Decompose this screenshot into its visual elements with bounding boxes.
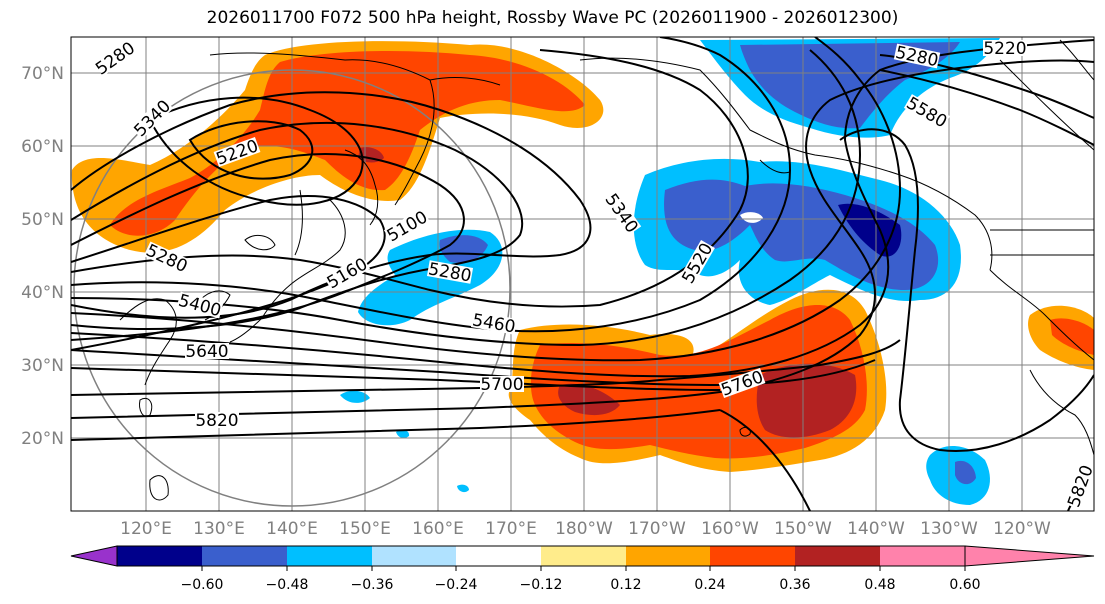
lon-label: 150°W <box>774 519 832 539</box>
lon-label: 140°W <box>847 519 905 539</box>
lon-label: 160°E <box>412 519 464 539</box>
colorbar-segment <box>117 546 202 566</box>
colorbar-tick: 0.36 <box>779 577 810 593</box>
colorbar-tick: 0.48 <box>864 577 895 593</box>
lon-label: 160°W <box>701 519 759 539</box>
contour-label: 5220 <box>983 39 1026 59</box>
colorbar-segment <box>372 546 456 566</box>
lon-label: 150°E <box>339 519 391 539</box>
colorbar-segment <box>541 546 626 566</box>
colorbar-segment <box>70 545 118 567</box>
colorbar-segment <box>202 546 287 566</box>
colorbar-segment <box>456 546 541 566</box>
colorbar-segment <box>710 546 795 566</box>
contour-label: 5640 <box>185 342 228 362</box>
colorbar-segment <box>795 546 880 566</box>
lat-label: 20°N <box>21 429 64 449</box>
contour-label: 5820 <box>195 411 238 431</box>
reference-circle <box>73 69 511 507</box>
colorbar-tick: 0.24 <box>694 577 725 593</box>
lon-label: 180°W <box>555 519 613 539</box>
lat-label: 70°N <box>21 64 64 84</box>
lon-label: 170°E <box>485 519 537 539</box>
contour-label: 5700 <box>480 375 523 395</box>
colorbar-tick: 0.60 <box>949 577 980 593</box>
lat-label: 60°N <box>21 137 64 157</box>
lon-label: 130°E <box>193 519 245 539</box>
longitude-labels: 120°E 130°E 140°E 150°E 160°E 170°E 180°… <box>120 519 1051 539</box>
colorbar: −0.60 −0.48 −0.36 −0.24 −0.12 0.12 0.24 … <box>70 545 1095 593</box>
height-contours <box>71 37 1094 511</box>
lon-label: 140°E <box>266 519 318 539</box>
colorbar-segment <box>626 546 710 566</box>
colorbar-segment <box>287 546 372 566</box>
colorbar-tick: −0.12 <box>520 577 563 593</box>
colorbar-segment <box>964 545 1095 567</box>
lat-label: 30°N <box>21 356 64 376</box>
lon-label: 170°W <box>628 519 686 539</box>
lat-label: 40°N <box>21 283 64 303</box>
lon-label: 120°E <box>120 519 172 539</box>
colorbar-tick: −0.60 <box>181 577 224 593</box>
map-panel: 5280 5340 5220 5280 5400 5640 5820 5100 … <box>71 37 1094 511</box>
latitude-labels: 70°N 60°N 50°N 40°N 30°N 20°N <box>21 64 64 449</box>
map-title: 2026011700 F072 500 hPa height, Rossby W… <box>206 8 899 28</box>
colorbar-tick: −0.48 <box>266 577 309 593</box>
colorbar-tick: −0.36 <box>351 577 394 593</box>
lon-label: 120°W <box>993 519 1051 539</box>
map-frame <box>70 36 1095 512</box>
colorbar-tick: −0.24 <box>435 577 478 593</box>
colorbar-segment <box>880 546 965 566</box>
lon-label: 130°W <box>920 519 978 539</box>
coastlines <box>119 39 1094 501</box>
colorbar-tick: 0.12 <box>610 577 641 593</box>
lat-label: 50°N <box>21 210 64 230</box>
